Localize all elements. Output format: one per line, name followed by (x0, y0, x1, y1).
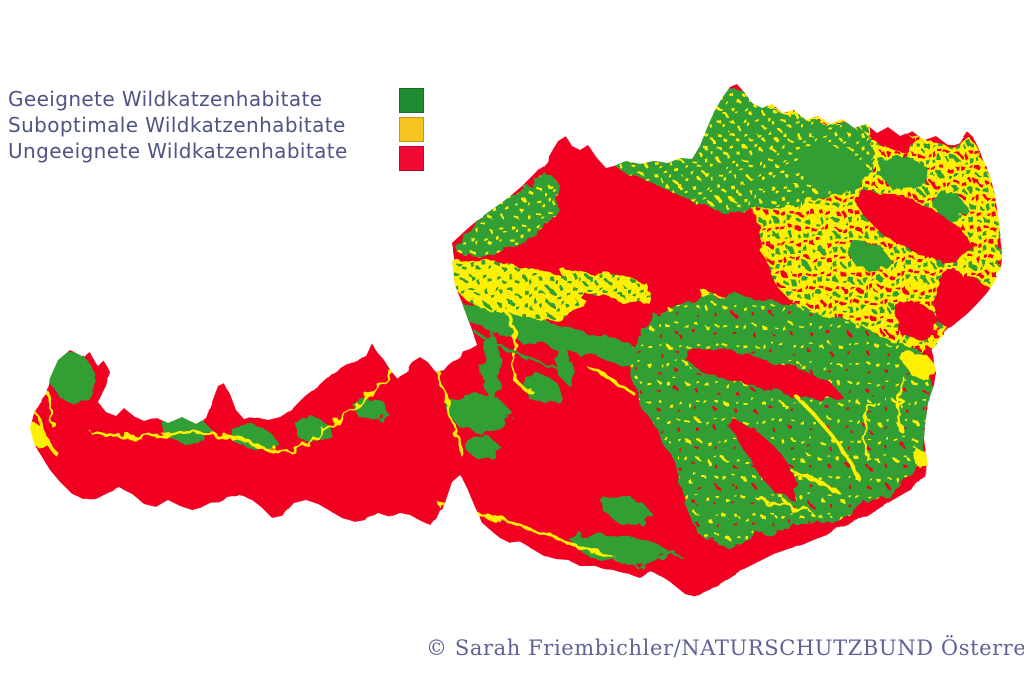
legend-swatches (399, 88, 424, 175)
region-ne-green-patches (798, 145, 968, 272)
region-carinthia-green (570, 496, 668, 566)
legend-swatch-unsuitable (399, 146, 424, 171)
copyright-credit: © Sarah Friembichler/NATURSCHUTZBUND Öst… (426, 636, 1024, 660)
legend-item-suitable-label: Geeignete Wildkatzenhabitate (8, 87, 323, 111)
legend-swatch-suitable (399, 88, 424, 113)
region-limestone-green-band (456, 302, 640, 400)
region-valley-red-tongues (688, 348, 840, 498)
legend-item-suboptimal-label: Suboptimale Wildkatzenhabitate (8, 113, 346, 137)
legend: Geeignete Wildkatzenhabitate Suboptimale… (8, 86, 348, 164)
legend-item-unsuitable-label: Ungeeignete Wildkatzenhabitate (8, 139, 348, 163)
region-west-valley-greens (48, 352, 560, 458)
legend-swatch-suboptimal (399, 117, 424, 142)
